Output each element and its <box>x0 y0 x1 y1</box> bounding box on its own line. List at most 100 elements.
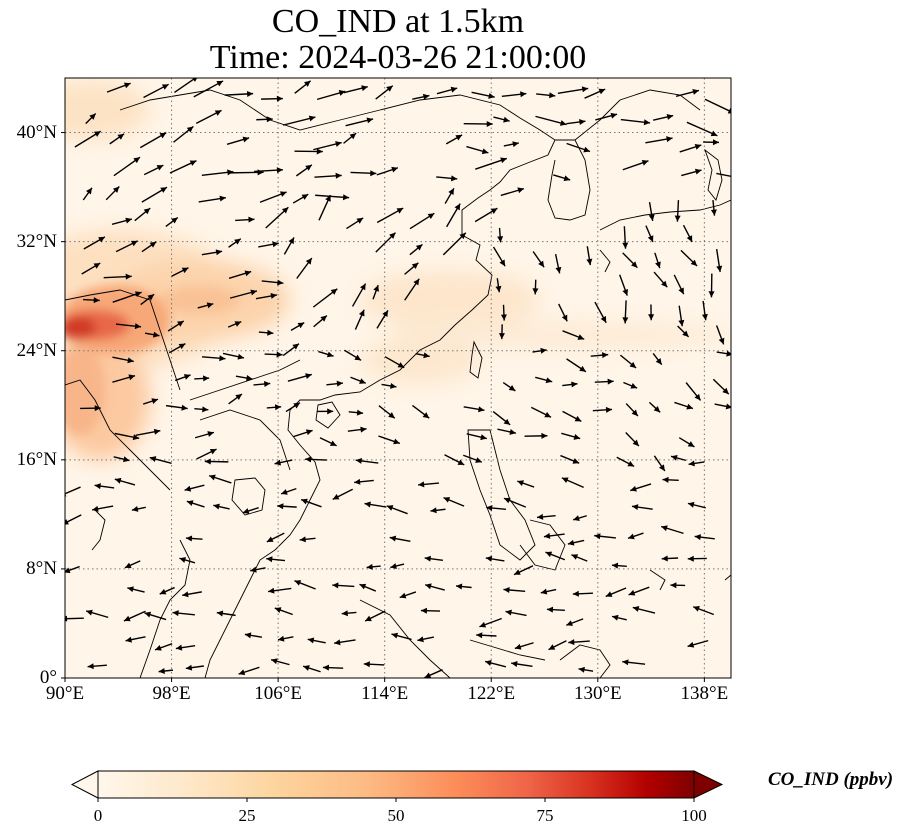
wind-arrow <box>274 607 293 616</box>
wind-arrow <box>141 186 168 203</box>
colorbar-label: CO_IND (ppbv) <box>768 769 894 790</box>
colorbar <box>70 770 724 802</box>
wind-arrow <box>562 330 585 340</box>
lon-tick-label: 90°E <box>45 683 85 704</box>
wind-arrow <box>463 120 493 127</box>
wind-arrow <box>474 207 498 223</box>
wind-arrow <box>316 408 334 415</box>
wind-arrow <box>424 669 443 678</box>
wind-arrow <box>167 320 185 332</box>
wind-arrow <box>85 609 109 619</box>
wind-arrow <box>566 618 584 626</box>
wind-arrow <box>611 562 627 569</box>
wind-arrow <box>114 432 140 441</box>
wind-arrow <box>376 309 389 329</box>
wind-arrow <box>195 109 222 125</box>
wind-arrow <box>420 607 441 614</box>
wind-arrow <box>652 114 674 121</box>
wind-arrow <box>113 456 130 463</box>
wind-arrow <box>554 253 562 274</box>
wind-arrow <box>567 539 585 546</box>
lon-tick-label: 98°E <box>152 683 191 704</box>
wind-arrow <box>350 170 377 177</box>
wind-arrow <box>685 382 702 401</box>
wind-arrow <box>282 115 316 126</box>
wind-arrow <box>611 614 627 621</box>
wind-arrow <box>226 136 250 146</box>
wind-arrow <box>332 488 354 501</box>
wind-arrow <box>681 168 702 177</box>
wind-arrow <box>687 501 706 509</box>
wind-arrow <box>680 249 698 267</box>
wind-arrow <box>653 271 668 288</box>
wind-arrow <box>131 506 146 512</box>
wind-arrow <box>381 382 397 389</box>
wind-arrow <box>716 350 731 357</box>
wind-arrow <box>619 274 629 296</box>
wind-arrow <box>622 659 646 666</box>
wind-arrow <box>682 224 693 243</box>
wind-arrow <box>213 503 230 510</box>
wind-arrow <box>235 375 253 381</box>
wind-arrow <box>625 403 639 417</box>
wind-arrow <box>616 456 635 467</box>
wind-arrow <box>229 289 258 299</box>
wind-arrow <box>444 454 465 466</box>
wind-arrow <box>334 639 356 646</box>
wind-arrow <box>678 437 695 448</box>
wind-arrow <box>264 351 283 358</box>
wind-arrow <box>235 216 255 223</box>
wind-arrow <box>165 216 179 227</box>
wind-arrow <box>716 172 731 178</box>
wind-arrow <box>557 86 589 94</box>
wind-arrow <box>503 497 527 508</box>
wind-arrow <box>85 113 97 125</box>
wind-arrow <box>294 80 312 94</box>
wind-arrow <box>92 505 114 512</box>
wind-arrow <box>409 212 435 230</box>
wind-arrow <box>179 557 196 564</box>
wind-arrow <box>197 302 214 309</box>
wind-arrow <box>648 304 655 321</box>
wind-arrow <box>287 373 312 382</box>
wind-arrow <box>622 226 629 249</box>
wind-arrow <box>674 401 694 410</box>
wind-arrow <box>572 515 587 521</box>
wind-arrow <box>631 504 653 511</box>
wind-arrow <box>645 136 673 144</box>
wind-arrow <box>350 376 367 384</box>
wind-arrow <box>253 380 271 387</box>
wind-arrow <box>142 398 159 405</box>
wind-arrow <box>322 664 344 671</box>
wind-arrow <box>476 632 497 639</box>
wind-arrow <box>302 665 321 673</box>
wind-arrow <box>674 200 681 222</box>
wind-arrow <box>315 194 350 201</box>
wind-arrow <box>384 356 405 369</box>
wind-arrow <box>498 324 505 340</box>
wind-arrow <box>332 582 355 589</box>
wind-arrow <box>479 617 502 628</box>
wind-arrow <box>366 563 381 570</box>
wind-arrow <box>326 380 344 387</box>
wind-arrow <box>196 448 217 460</box>
wind-arrow <box>363 661 385 668</box>
wind-arrow <box>378 405 396 419</box>
wind-arrow <box>627 532 644 540</box>
wind-arrow <box>376 166 399 176</box>
coastlines <box>65 89 731 678</box>
wind-arrow <box>688 460 705 467</box>
wind-arrow <box>572 590 593 597</box>
wind-arrow <box>501 91 527 98</box>
wind-arrow <box>307 637 326 644</box>
wind-arrow <box>622 252 638 269</box>
wind-arrow <box>185 664 204 671</box>
lat-tick-label: 8°N <box>26 557 57 579</box>
wind-arrow <box>115 323 142 330</box>
wind-arrow <box>299 536 316 543</box>
wind-arrow <box>553 174 571 182</box>
wind-arrow <box>242 507 259 514</box>
wind-arrow <box>354 478 374 485</box>
wind-arrow <box>313 141 342 151</box>
wind-arrow <box>87 663 107 670</box>
